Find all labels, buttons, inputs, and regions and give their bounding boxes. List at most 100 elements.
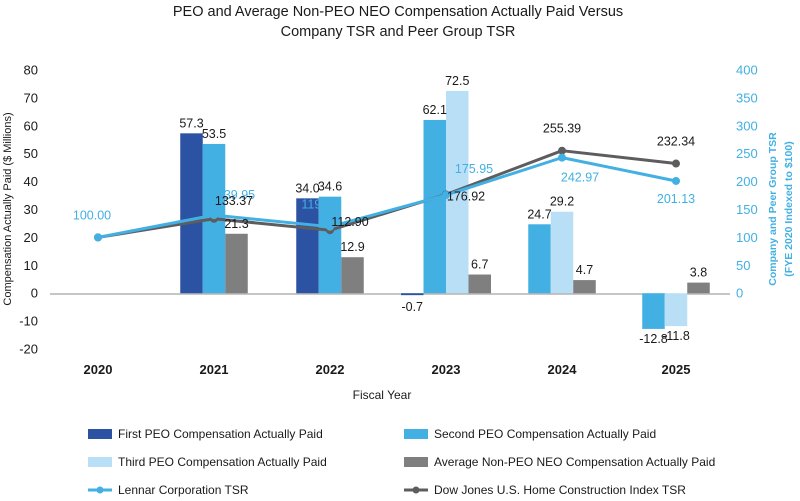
line-marks: [94, 146, 680, 242]
y-axis-right-title-line-2: (FYE 2020 Indexed to $100): [783, 141, 795, 276]
bar-average-non-peo-neo-compensation-actually-paid-2022: [341, 257, 364, 294]
y-axis-right-title-line-1: Company and Peer Group TSR: [767, 132, 779, 286]
bar-average-non-peo-neo-compensation-actually-paid-2021: [225, 233, 248, 294]
x-category-2025: 2025: [662, 362, 691, 377]
legend-marker-lennar-corporation-tsr: [96, 486, 104, 494]
bar-label-average-non-peo-neo-compensation-actually-paid-2022: 12.9: [340, 240, 364, 254]
chart-title-line-2: Company TSR and Peer Group TSR: [281, 24, 516, 40]
y-left-tick-5: 30: [24, 202, 38, 217]
y-right-tick-0: 0: [736, 286, 743, 301]
bar-label-third-peo-compensation-actually-paid-2023: 72.5: [445, 74, 469, 88]
bar-second-peo-compensation-actually-paid-2023: [423, 119, 446, 294]
line-label-dow-jones-2025: 232.34: [657, 135, 695, 149]
bar-label-first-peo-compensation-actually-paid-2023: -0.7: [401, 300, 423, 314]
y-left-tick-2: 0: [31, 286, 38, 301]
bar-label-average-non-peo-neo-compensation-actually-paid-2025: 3.8: [690, 266, 707, 280]
line-label-dow-jones-2024: 255.39: [543, 122, 581, 136]
legend-swatch-first-peo-compensation-actually-paid: [88, 429, 112, 439]
x-axis-title: Fiscal Year: [353, 388, 412, 402]
bar-label-average-non-peo-neo-compensation-actually-paid-2021: 21.3: [224, 217, 248, 231]
bar-label-first-peo-compensation-actually-paid-2021: 57.3: [179, 116, 203, 130]
bar-label-second-peo-compensation-actually-paid-2025: -12.8: [639, 332, 668, 346]
x-axis-category-labels: 2020 2021 2022 2023 2024 2025: [84, 362, 691, 377]
y-axis-left-title: Compensation Actually Paid ($ Millions): [2, 112, 14, 305]
bar-third-peo-compensation-actually-paid-2024: [550, 211, 574, 294]
point-lennar-corporation-tsr-2020: [94, 233, 102, 242]
line-label-dow-jones-2022: 112.90: [331, 215, 368, 229]
point-lennar-corporation-tsr-2024: [558, 153, 566, 162]
y-axis-left-ticks: -20 -10 0 10 20 30 40 50 60 70 80: [19, 63, 38, 357]
point-lennar-corporation-tsr-2023: [442, 191, 450, 200]
bar-label-second-peo-compensation-actually-paid-2023: 62.1: [423, 103, 447, 117]
legend-label-third-peo-compensation-actually-paid: Third PEO Compensation Actually Paid: [118, 455, 327, 469]
x-category-2023: 2023: [432, 362, 461, 377]
legend-label-average-non-peo-neo-compensation-actually-paid: Average Non-PEO NEO Compensation Actuall…: [434, 455, 715, 469]
y-left-tick-9: 70: [24, 90, 38, 105]
legend-swatch-second-peo-compensation-actually-paid: [404, 429, 428, 439]
line-lennar-corporation-tsr: [97, 156, 677, 239]
x-category-2024: 2024: [548, 362, 578, 377]
line-label-lennar-2025: 201.13: [657, 192, 695, 206]
bar-label-third-peo-compensation-actually-paid-2024: 29.2: [550, 195, 574, 209]
y-left-tick-10: 80: [24, 63, 38, 78]
bar-third-peo-compensation-actually-paid-2025: [664, 293, 688, 327]
bar-first-peo-compensation-actually-paid-2021: [180, 133, 203, 294]
line-label-dow-jones-2021: 133.37: [215, 194, 253, 208]
bar-first-peo-compensation-actually-paid-2023: [401, 293, 424, 296]
y-right-tick-8: 400: [736, 63, 758, 78]
bar-average-non-peo-neo-compensation-actually-paid-2024: [573, 280, 596, 294]
bar-average-non-peo-neo-compensation-actually-paid-2025: [687, 282, 710, 294]
legend-marker-dow-jones-u-s-home-construction-index-tsr: [412, 486, 420, 494]
legend-label-lennar-corporation-tsr: Lennar Corporation TSR: [118, 483, 249, 497]
bar-second-peo-compensation-actually-paid-2022: [318, 196, 342, 294]
bar-first-peo-compensation-actually-paid-2022: [296, 198, 319, 294]
y-axis-right-ticks: 0 50 100 150 200 250 300 350 400: [736, 63, 758, 301]
point-dow-jones-u-s-home-construction-index-tsr-2025: [672, 159, 680, 168]
bar-marks: [180, 90, 710, 329]
point-lennar-corporation-tsr-2021: [210, 211, 218, 220]
line-label-dow-jones-2023: 176.92: [447, 189, 485, 203]
bar-label-third-peo-compensation-actually-paid-2025: -11.8: [662, 329, 690, 343]
bar-label-second-peo-compensation-actually-paid-2024: 24.7: [527, 207, 551, 221]
legend-label-dow-jones-u-s-home-construction-index-tsr: Dow Jones U.S. Home Construction Index T…: [434, 483, 686, 497]
y-left-tick-4: 20: [24, 230, 38, 245]
legend-swatch-third-peo-compensation-actually-paid: [88, 457, 112, 467]
x-category-2020: 2020: [84, 362, 113, 377]
y-right-tick-6: 300: [736, 118, 758, 133]
x-category-2022: 2022: [316, 362, 345, 377]
line-label-lennar-2022: 119.19: [301, 198, 338, 212]
bar-second-peo-compensation-actually-paid-2024: [528, 224, 551, 294]
legend-label-second-peo-compensation-actually-paid: Second PEO Compensation Actually Paid: [434, 427, 656, 441]
bar-average-non-peo-neo-compensation-actually-paid-2023: [468, 274, 491, 294]
y-right-tick-2: 100: [736, 230, 758, 245]
bar-label-second-peo-compensation-actually-paid-2021: 53.5: [202, 127, 226, 141]
line-label-lennar-2021: 139.95: [217, 188, 255, 202]
y-left-tick-8: 60: [24, 118, 38, 133]
y-right-tick-4: 200: [736, 174, 758, 189]
chart-title-line-1: PEO and Average Non-PEO NEO Compensation…: [173, 4, 623, 20]
bar-label-second-peo-compensation-actually-paid-2022: 34.6: [318, 180, 342, 194]
y-right-tick-3: 150: [736, 202, 758, 217]
line-label-lennar-2023: 175.95: [455, 162, 493, 176]
point-lennar-corporation-tsr-2025: [672, 176, 680, 185]
y-left-tick-1: -10: [19, 314, 38, 329]
y-right-tick-5: 250: [736, 146, 758, 161]
bar-second-peo-compensation-actually-paid-2025: [642, 293, 665, 329]
legend-label-first-peo-compensation-actually-paid: First PEO Compensation Actually Paid: [118, 427, 323, 441]
line-label-lennar-2024: 242.97: [561, 171, 599, 185]
line-label-lennar-2020: 100.00: [73, 208, 111, 222]
legend-swatch-average-non-peo-neo-compensation-actually-paid: [404, 457, 428, 467]
legend: First PEO Compensation Actually Paid Seco…: [88, 427, 715, 497]
data-labels: 57.353.5 21.3 34.034.6 12.9 -0.7 62.1 72.5 6.7 2…: [73, 74, 707, 346]
y-left-tick-7: 50: [24, 146, 38, 161]
bar-label-average-non-peo-neo-compensation-actually-paid-2023: 6.7: [471, 258, 488, 272]
y-left-tick-6: 40: [24, 174, 38, 189]
y-right-tick-1: 50: [736, 258, 750, 273]
point-lennar-corporation-tsr-2022: [326, 222, 334, 231]
bar-label-average-non-peo-neo-compensation-actually-paid-2024: 4.7: [576, 263, 593, 277]
y-left-tick-0: -20: [19, 342, 38, 357]
bar-label-first-peo-compensation-actually-paid-2022: 34.0: [295, 181, 319, 195]
y-right-tick-7: 350: [736, 90, 758, 105]
x-category-2021: 2021: [200, 362, 229, 377]
